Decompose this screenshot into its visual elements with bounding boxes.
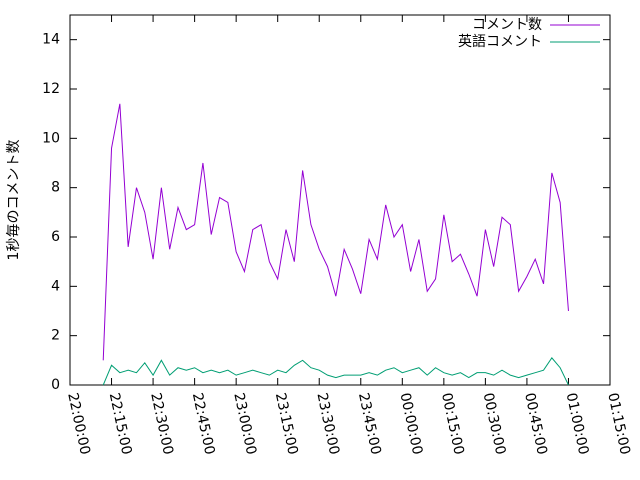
y-tick-label: 6 [51, 229, 60, 245]
y-tick-label: 8 [51, 180, 60, 196]
y-axis-label: 1秒毎のコメント数 [6, 140, 22, 261]
x-tick-label: 01:00:00 [563, 391, 592, 456]
y-tick-label: 2 [51, 328, 60, 344]
x-tick-label: 00:30:00 [480, 391, 509, 456]
x-tick-label: 23:15:00 [272, 391, 301, 456]
x-tick-label: 23:45:00 [355, 391, 384, 456]
x-tick-label: 22:15:00 [106, 391, 135, 456]
x-tick-label: 22:00:00 [64, 391, 93, 456]
series-line [102, 103, 569, 361]
y-tick-label: 14 [42, 32, 60, 48]
x-tick-label: 22:45:00 [189, 391, 218, 456]
legend-label: コメント数 [472, 17, 542, 33]
legend-label: 英語コメント [458, 33, 542, 50]
x-tick-label: 23:30:00 [313, 391, 342, 456]
y-tick-label: 0 [51, 377, 60, 393]
x-tick-label: 23:00:00 [230, 391, 259, 456]
plot-border [69, 14, 611, 386]
x-tick-label: 00:15:00 [438, 391, 467, 456]
x-tick-label: 22:30:00 [147, 391, 176, 456]
y-tick-label: 10 [42, 130, 60, 146]
x-tick-label: 01:15:00 [604, 391, 633, 456]
y-tick-label: 12 [42, 81, 60, 97]
y-tick-label: 4 [51, 278, 60, 294]
x-tick-label: 00:45:00 [521, 391, 550, 456]
x-tick-label: 00:00:00 [396, 391, 425, 456]
series-line [102, 357, 569, 386]
